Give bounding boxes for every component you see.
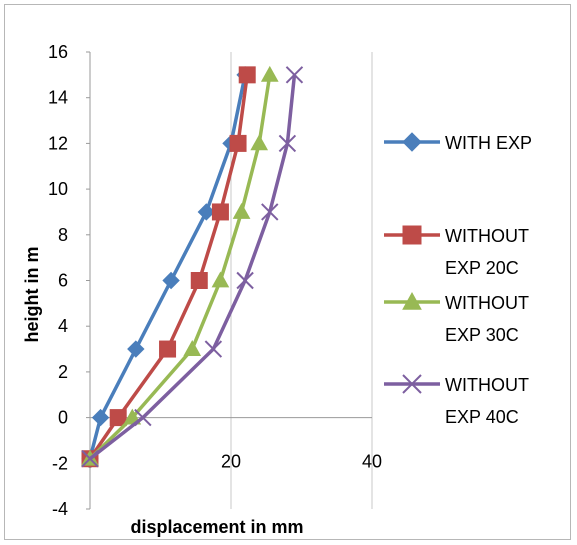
legend-item-4: WITHOUT EXP 40C: [384, 374, 529, 427]
legend-marker: [402, 132, 422, 152]
y-tick-label: 16: [48, 42, 68, 62]
marker-stroke: [134, 408, 152, 427]
data-point: [250, 134, 269, 151]
marker-stroke: [236, 271, 254, 290]
data-point: [211, 271, 230, 288]
data-point: [236, 271, 254, 290]
data-point: [190, 272, 208, 289]
y-tick-label: 8: [58, 225, 68, 245]
y-tick-label: 14: [48, 88, 68, 108]
marker-stroke: [81, 450, 99, 468]
series-4: [81, 66, 304, 468]
marker-stroke: [278, 134, 297, 153]
legend-label: EXP 30C: [445, 325, 519, 345]
data-point: [91, 408, 110, 427]
marker-stroke: [402, 374, 422, 394]
data-point: [109, 409, 127, 427]
legend-label: WITHOUT: [445, 226, 529, 246]
series-1: [81, 66, 254, 468]
legend-item-1: WITH EXP: [384, 132, 532, 153]
y-tick-label: 12: [48, 133, 68, 153]
y-tick-label: 0: [58, 408, 68, 428]
marker-stroke: [285, 66, 304, 84]
y-axis-title: height in m: [22, 247, 42, 343]
legend-item-3: WITHOUT EXP 30C: [384, 291, 529, 345]
legend-label: EXP 40C: [445, 407, 519, 427]
data-point: [134, 408, 152, 427]
series-line: [88, 74, 247, 460]
legend-label: WITH EXP: [445, 133, 532, 153]
data-point: [162, 271, 180, 290]
legend-label: WITHOUT: [445, 375, 529, 395]
data-point: [232, 202, 251, 219]
data-point: [278, 134, 297, 153]
legend-marker: [402, 374, 422, 394]
data-point: [81, 450, 99, 468]
data-point: [204, 340, 223, 358]
marker-stroke: [261, 203, 279, 221]
y-tick-label: -2: [52, 453, 68, 473]
y-tick-label: 4: [58, 316, 68, 336]
data-point: [127, 340, 145, 358]
data-point: [211, 203, 229, 221]
data-point: [159, 340, 177, 358]
legend-label: EXP 20C: [445, 258, 519, 278]
x-tick-label: 40: [362, 452, 382, 472]
x-axis-title: displacement in mm: [130, 517, 303, 537]
data-point: [261, 203, 279, 221]
legend-marker: [402, 291, 422, 310]
y-tick-label: 6: [58, 271, 68, 291]
data-point: [197, 203, 216, 221]
data-point: [238, 66, 256, 84]
data-point: [183, 340, 202, 356]
data-point: [260, 65, 279, 82]
marker-stroke: [204, 340, 223, 358]
y-tick-label: -4: [52, 499, 68, 519]
legend-label: WITHOUT: [445, 293, 529, 313]
series-group: [81, 65, 304, 468]
data-point: [229, 134, 247, 152]
series-line: [88, 74, 297, 461]
x-tick-label: 20: [221, 452, 241, 472]
grid-lines: [89, 52, 373, 509]
legend-item-2: WITHOUT EXP 20C: [384, 225, 529, 278]
data-point: [285, 66, 304, 84]
y-tick-label: 10: [48, 179, 68, 199]
y-tick-label: 2: [58, 362, 68, 382]
legend-marker: [402, 225, 422, 245]
